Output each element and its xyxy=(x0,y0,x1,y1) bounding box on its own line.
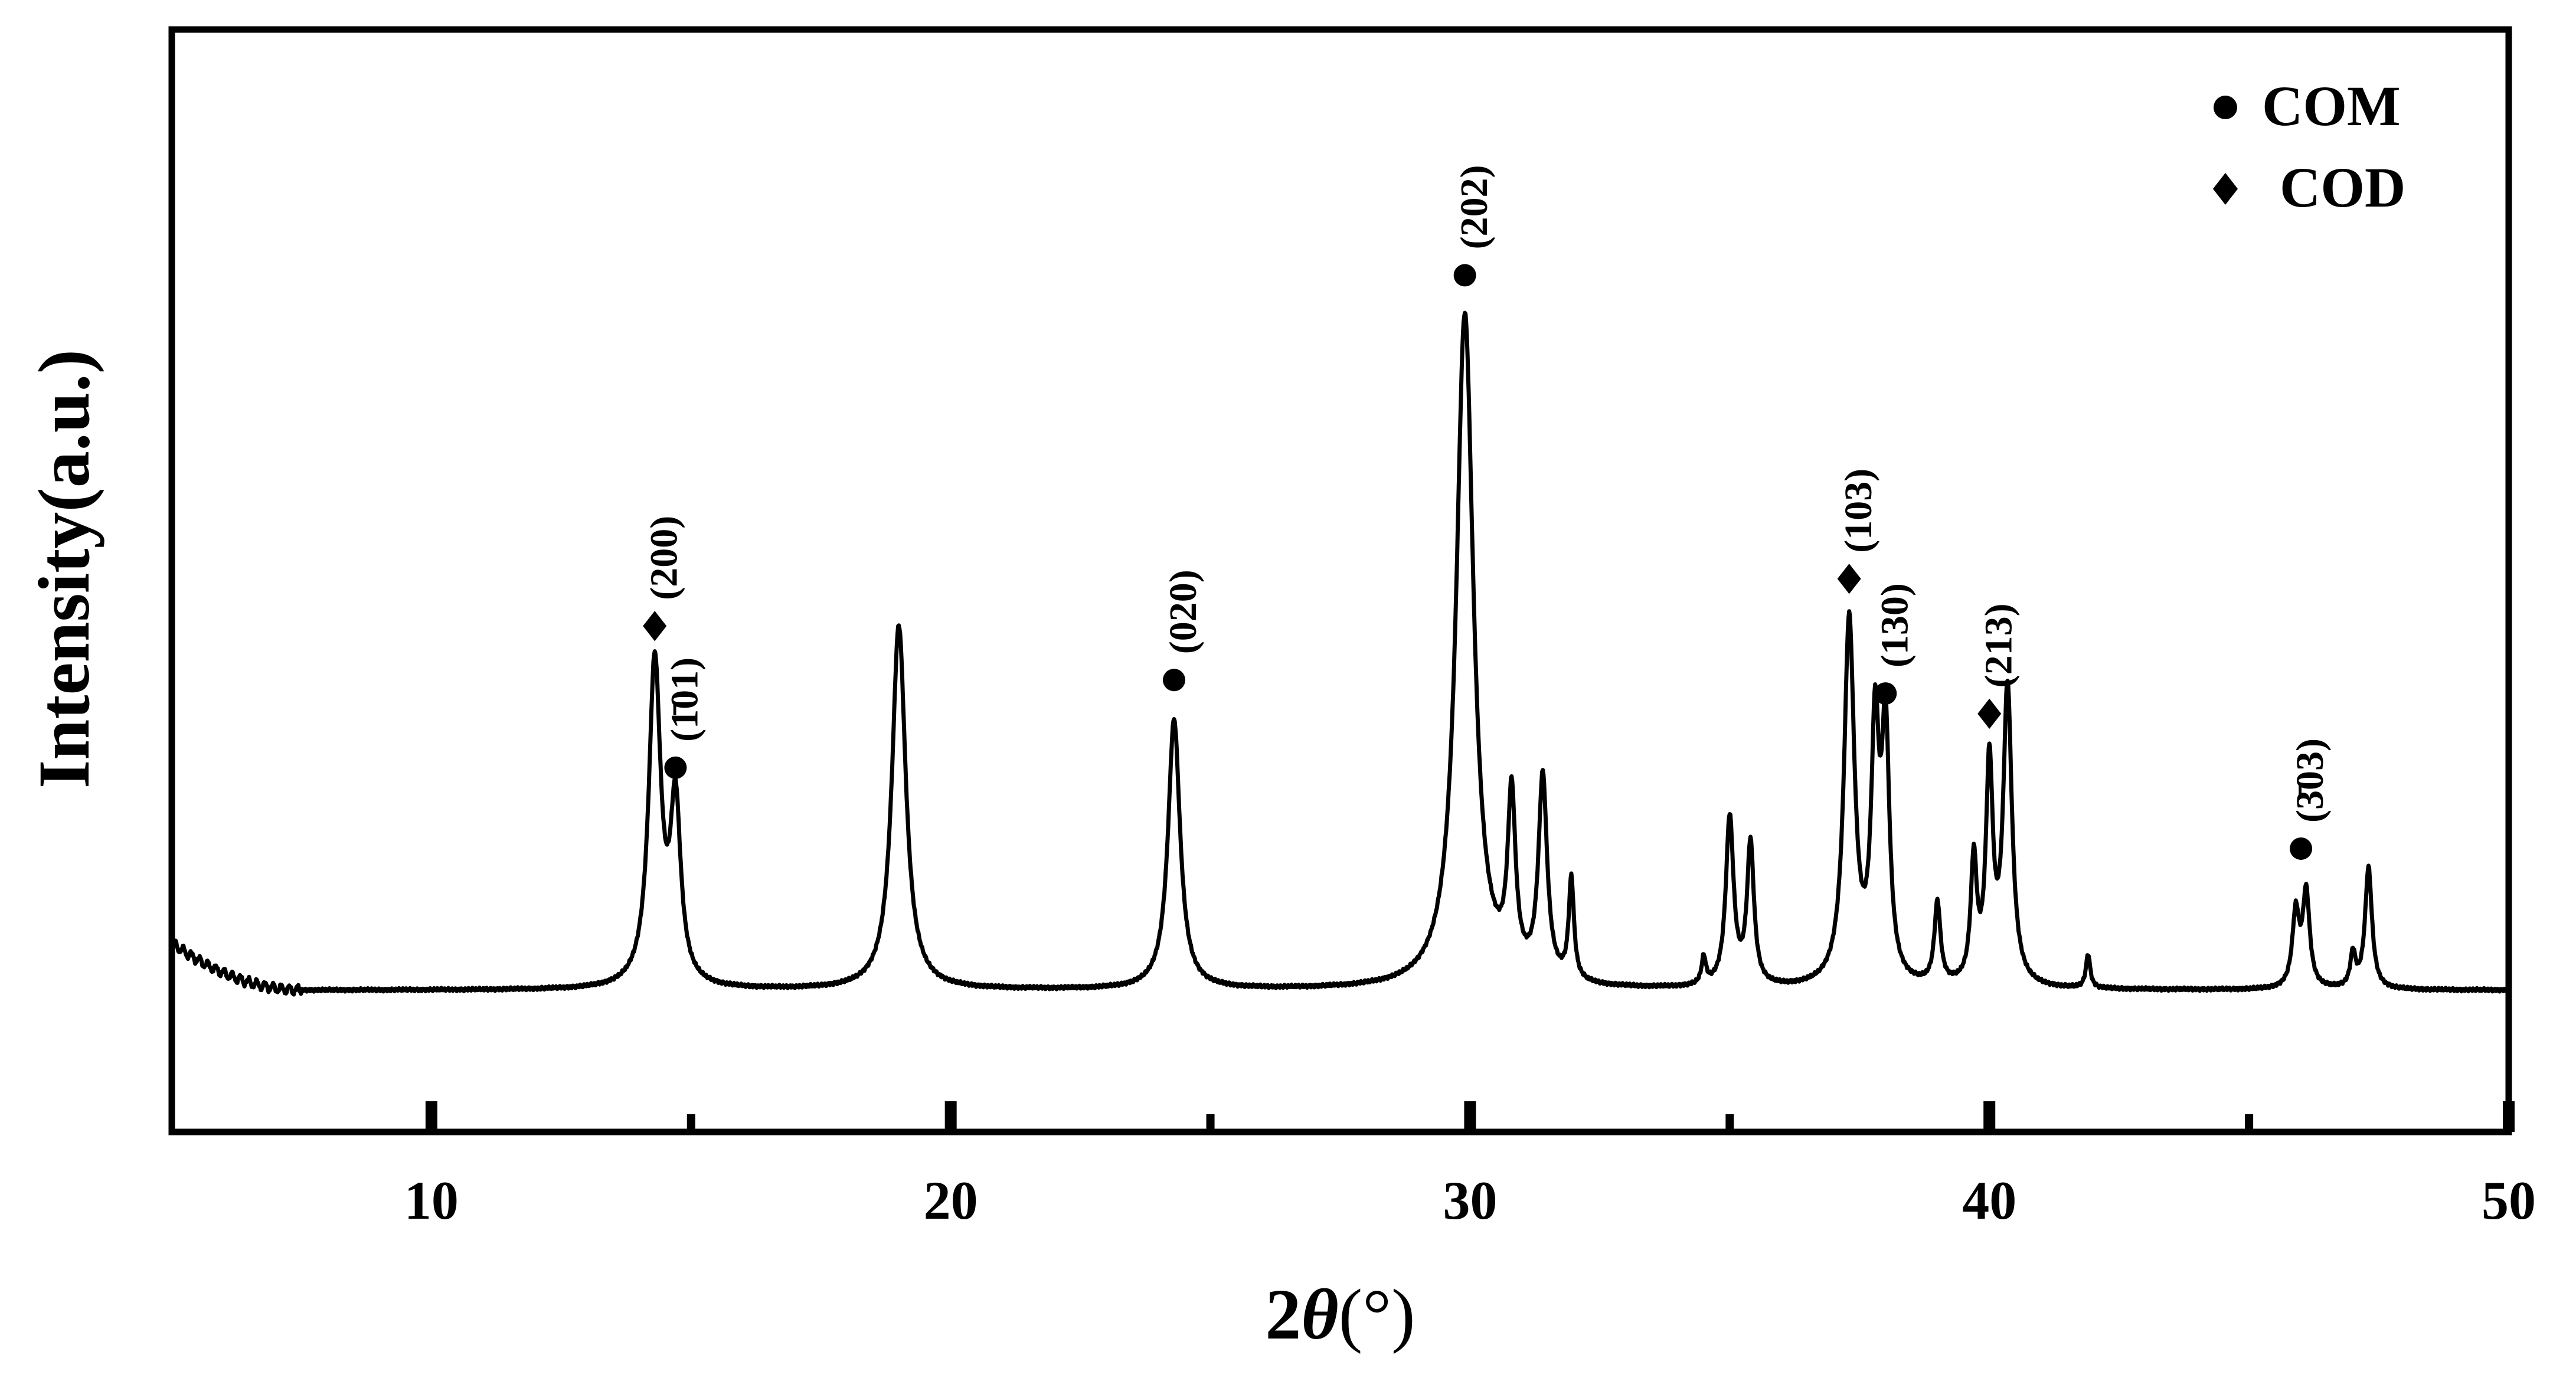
peak-label: (130) xyxy=(1873,583,1916,667)
legend-label: COD xyxy=(2280,156,2405,219)
x-tick-label: 10 xyxy=(404,1170,459,1231)
x-tick-label: 50 xyxy=(2482,1170,2536,1231)
peak-label: (103) xyxy=(1837,469,1880,553)
com-marker xyxy=(2290,837,2313,860)
plot-frame xyxy=(168,26,2512,1135)
x-tick-label: 20 xyxy=(924,1170,978,1231)
cod-marker xyxy=(643,611,667,642)
com-marker xyxy=(1874,682,1897,705)
peak-label: (213) xyxy=(1977,603,2020,688)
legend-marker-circle xyxy=(2214,96,2237,119)
x-tick-label: 40 xyxy=(1962,1170,2016,1231)
y-axis-label: Intensity(a.u.) xyxy=(24,349,104,788)
peak-label: (1̄01) xyxy=(663,657,707,742)
com-marker xyxy=(664,756,687,779)
xrd-pattern-line xyxy=(169,310,2511,997)
cod-marker xyxy=(1977,698,2002,729)
com-marker xyxy=(1162,669,1185,692)
legend-marker-diamond xyxy=(2212,173,2238,205)
legend-label: COM xyxy=(2262,74,2401,138)
x-tick-label: 30 xyxy=(1443,1170,1497,1231)
peak-label: (3̄03) xyxy=(2289,738,2332,823)
x-axis-label: 2θ(°) xyxy=(1265,1275,1415,1354)
peak-label: (200) xyxy=(642,516,685,600)
peak-label: (202) xyxy=(1453,165,1496,249)
cod-marker xyxy=(1837,564,1861,594)
com-marker xyxy=(1453,264,1476,287)
peak-label: (020) xyxy=(1162,570,1205,654)
